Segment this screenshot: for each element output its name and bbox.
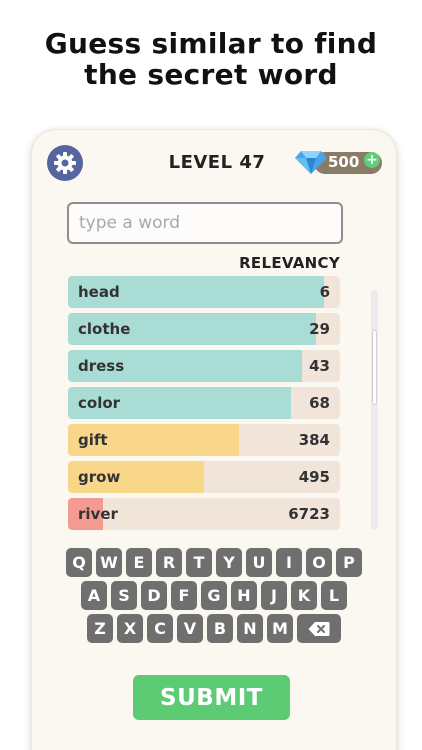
key-i[interactable]: I [276, 548, 302, 577]
key-y[interactable]: Y [216, 548, 242, 577]
backspace-key[interactable] [297, 614, 341, 643]
key-o[interactable]: O [306, 548, 332, 577]
key-a[interactable]: A [81, 581, 107, 610]
key-m[interactable]: M [267, 614, 293, 643]
key-f[interactable]: F [171, 581, 197, 610]
key-e[interactable]: E [126, 548, 152, 577]
guess-row: river 6723 [68, 498, 340, 530]
guess-row: dress 43 [68, 350, 340, 382]
key-p[interactable]: P [336, 548, 362, 577]
guess-row: gift 384 [68, 424, 340, 456]
key-c[interactable]: C [147, 614, 173, 643]
gem-count: 500 [328, 153, 360, 171]
backspace-icon [308, 621, 330, 636]
guess-word: dress [78, 357, 125, 375]
key-n[interactable]: N [237, 614, 263, 643]
settings-button[interactable] [47, 145, 83, 181]
key-r[interactable]: R [156, 548, 182, 577]
relevance-bar [68, 461, 204, 493]
scrollbar[interactable] [371, 290, 378, 530]
relevance-bar [68, 387, 292, 419]
guess-row: head 6 [68, 276, 340, 308]
guess-rank: 495 [298, 468, 330, 486]
guess-word: gift [78, 431, 108, 449]
guess-word: grow [78, 468, 121, 486]
phone-screen: LEVEL 47 500 + RELEVANCY head 6 clothe 29 dr… [32, 130, 396, 750]
key-q[interactable]: Q [66, 548, 92, 577]
diamond-icon [295, 151, 327, 174]
guess-rank: 6 [319, 283, 330, 301]
guess-row: clothe 29 [68, 313, 340, 345]
guess-list: head 6 clothe 29 dress 43 color 68 gift 384 grow 49… [68, 276, 340, 535]
relevance-bar [68, 313, 316, 345]
gear-icon [54, 152, 76, 174]
relevance-bar [68, 498, 104, 530]
guess-rank: 43 [309, 357, 330, 375]
key-l[interactable]: L [321, 581, 347, 610]
guess-rank: 384 [298, 431, 330, 449]
gem-counter[interactable]: 500 + [294, 149, 382, 177]
key-z[interactable]: Z [87, 614, 113, 643]
key-t[interactable]: T [186, 548, 212, 577]
level-title: LEVEL 47 [168, 152, 266, 173]
guess-word: river [78, 505, 118, 523]
key-b[interactable]: B [207, 614, 233, 643]
key-v[interactable]: V [177, 614, 203, 643]
headline: Guess similar to find the secret word [0, 28, 422, 90]
guess-rank: 6723 [288, 505, 330, 523]
guess-word: color [78, 394, 121, 412]
key-w[interactable]: W [96, 548, 122, 577]
key-d[interactable]: D [141, 581, 167, 610]
add-gems-button[interactable]: + [364, 152, 380, 168]
relevancy-header: RELEVANCY [239, 254, 340, 272]
relevance-bar [68, 424, 240, 456]
guess-word: clothe [78, 320, 131, 338]
scrollbar-thumb[interactable] [372, 330, 377, 405]
submit-button[interactable]: SUBMIT [133, 675, 290, 720]
key-k[interactable]: K [291, 581, 317, 610]
key-h[interactable]: H [231, 581, 257, 610]
key-x[interactable]: X [117, 614, 143, 643]
guess-word: head [78, 283, 120, 301]
guess-rank: 68 [309, 394, 330, 412]
key-s[interactable]: S [111, 581, 137, 610]
word-input[interactable] [67, 202, 343, 244]
guess-row: grow 495 [68, 461, 340, 493]
relevance-bar [68, 350, 302, 382]
key-g[interactable]: G [201, 581, 227, 610]
headline-line-2: the secret word [84, 58, 338, 91]
key-u[interactable]: U [246, 548, 272, 577]
relevance-bar [68, 276, 324, 308]
guess-rank: 29 [309, 320, 330, 338]
headline-line-1: Guess similar to find [44, 27, 378, 60]
key-j[interactable]: J [261, 581, 287, 610]
guess-row: color 68 [68, 387, 340, 419]
